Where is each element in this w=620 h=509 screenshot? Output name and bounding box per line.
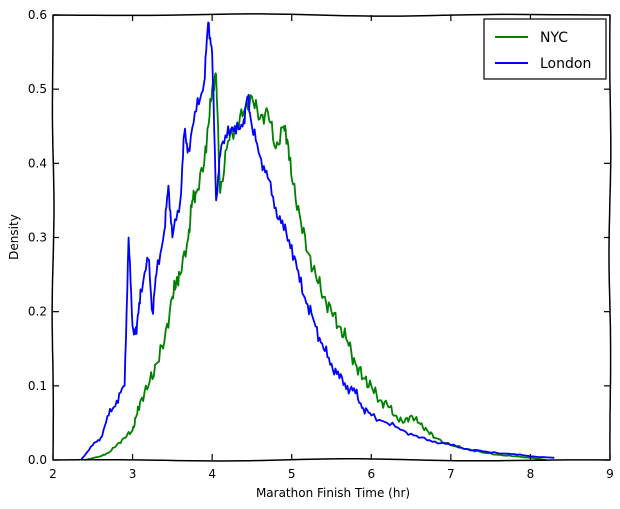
y-tick-label: 0.6	[28, 8, 47, 22]
y-tick-label: 0.2	[28, 305, 47, 319]
x-tick-label: 7	[447, 467, 455, 481]
x-tick-label: 4	[208, 467, 216, 481]
y-tick-label: 0.1	[28, 379, 47, 393]
y-tick-label: 0.4	[28, 156, 47, 170]
series-layer	[80, 21, 555, 461]
legend-box	[483, 18, 607, 80]
y-tick-label: 0.5	[28, 82, 47, 96]
x-axis-label: Marathon Finish Time (hr)	[256, 486, 410, 500]
legend-label-nyc: NYC	[540, 30, 568, 46]
ticks-layer: 2 3 4 5 6 7 8 9 0.0 0.1 0.2 0.3 0.4 0.5 0.6	[28, 8, 614, 481]
x-tick-label: 3	[129, 467, 137, 481]
legend-label-london: London	[540, 56, 591, 72]
legend: NYC London	[483, 18, 607, 80]
x-tick-label: 6	[367, 467, 375, 481]
x-tick-label: 5	[288, 467, 296, 481]
plot-frame	[51, 13, 612, 462]
y-axis-label: Density	[7, 214, 21, 260]
y-tick-label: 0.3	[28, 231, 47, 245]
series-line-london	[80, 21, 555, 461]
y-tick-label: 0.0	[28, 453, 47, 467]
x-tick-label: 9	[606, 467, 614, 481]
series-line-nyc	[84, 72, 547, 461]
x-tick-label: 2	[49, 467, 57, 481]
x-tick-label: 8	[527, 467, 535, 481]
